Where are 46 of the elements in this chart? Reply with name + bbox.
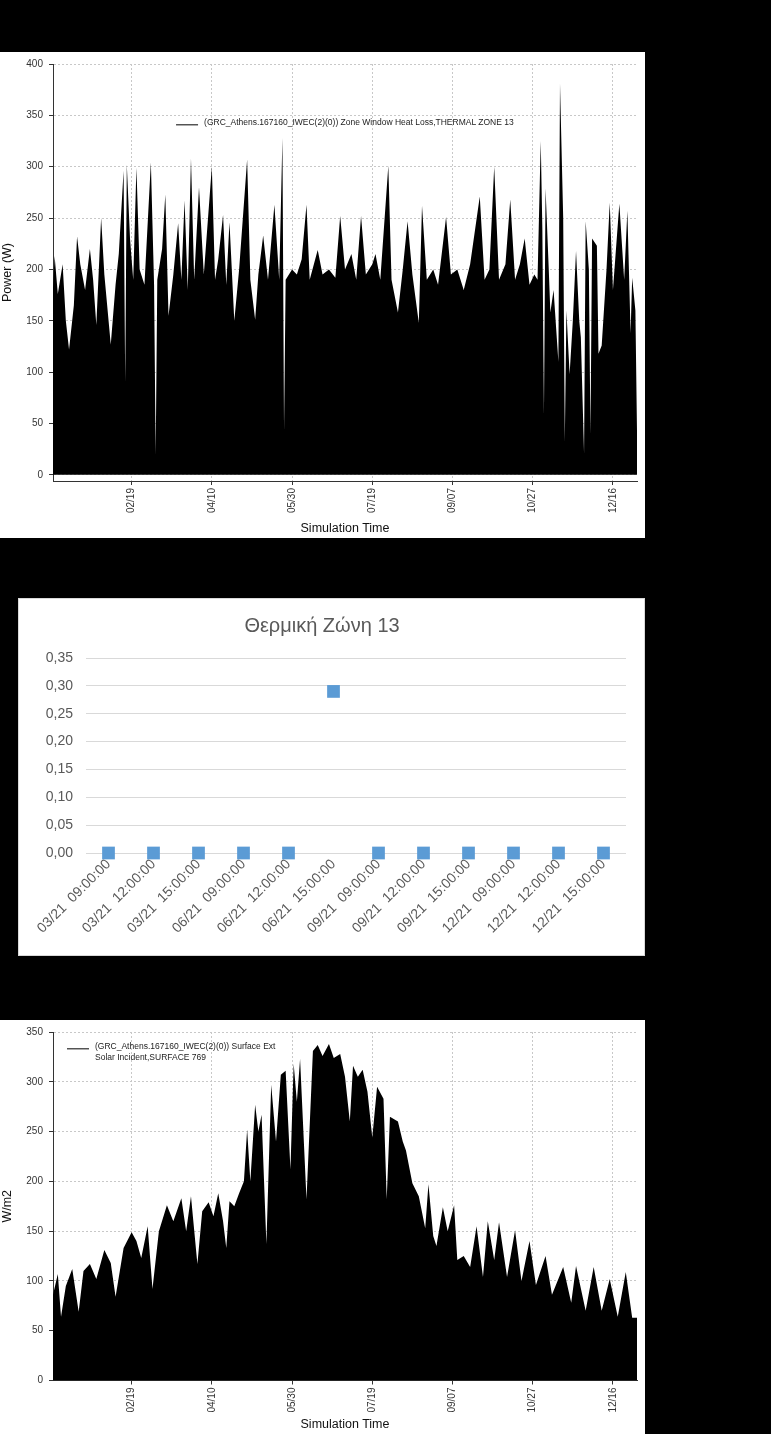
x-tick-label: 10/27 [526, 487, 538, 514]
x-tick-label: 02/19 [125, 1387, 137, 1413]
y-tick-label: 200 [26, 1175, 44, 1187]
y-tick-label: 50 [31, 1324, 44, 1336]
y-tick-label: 0,35 [45, 648, 74, 665]
x-tick-label: 12/16 [606, 1387, 618, 1413]
y-tick-label: 0 [37, 1374, 44, 1386]
y-axis-title: W/m2 [0, 1189, 14, 1223]
x-tick-label: 07/19 [366, 487, 378, 514]
x-tick-label: 04/10 [205, 1387, 217, 1413]
y-tick-label: 0,05 [45, 816, 74, 832]
y-tick-label: 0,30 [45, 676, 74, 693]
x-tick-label: 05/30 [285, 1387, 297, 1413]
y-tick-label: 0,25 [45, 704, 74, 721]
y-tick-label: 150 [26, 314, 44, 326]
y-tick-label: 150 [26, 1224, 44, 1236]
x-tick-label: 07/19 [366, 1387, 378, 1413]
y-tick-label: 0,15 [45, 760, 74, 777]
x-tick-label: 09/07 [446, 487, 458, 514]
y-axis-title: Power (W) [0, 242, 14, 303]
y-tick-label: 0,20 [45, 732, 74, 749]
y-tick-label: 350 [26, 1025, 44, 1037]
y-tick-label: 50 [31, 417, 44, 429]
legend-label: (GRC_Athens.167160_IWEC(2)(0)) Surface Ext Solar Incident,SURFACE 769 [95, 1040, 277, 1062]
y-tick-label: 0,00 [45, 843, 74, 860]
x-tick-label: 02/19 [125, 487, 137, 514]
x-axis-title: Simulation Time [300, 1416, 390, 1431]
x-tick-label: 10/27 [526, 1387, 538, 1413]
y-tick-label: 300 [26, 1075, 44, 1087]
chart-title: Θερμική Ζώνη 13 [244, 613, 400, 636]
y-tick-label: 0,10 [45, 788, 74, 805]
y-tick-label: 100 [26, 1274, 44, 1286]
y-tick-label: 250 [26, 1125, 44, 1137]
y-tick-label: 100 [26, 365, 44, 377]
x-tick-label: 05/30 [285, 487, 297, 514]
legend-label: (GRC_Athens.167160_IWEC(2)(0)) Zone Window Heat Loss,THERMAL ZONE 13 [204, 116, 514, 127]
y-tick-label: 350 [26, 109, 44, 121]
y-tick-label: 200 [26, 263, 44, 275]
x-tick-label: 09/07 [446, 1387, 458, 1413]
y-tick-label: 250 [26, 211, 44, 223]
y-tick-label: 400 [26, 57, 44, 69]
x-tick-label: 12/16 [606, 487, 618, 514]
y-tick-label: 300 [26, 160, 44, 172]
y-tick-label: 0 [37, 468, 44, 480]
x-tick-label: 04/10 [205, 487, 217, 514]
x-axis-title: Simulation Time [300, 520, 390, 535]
